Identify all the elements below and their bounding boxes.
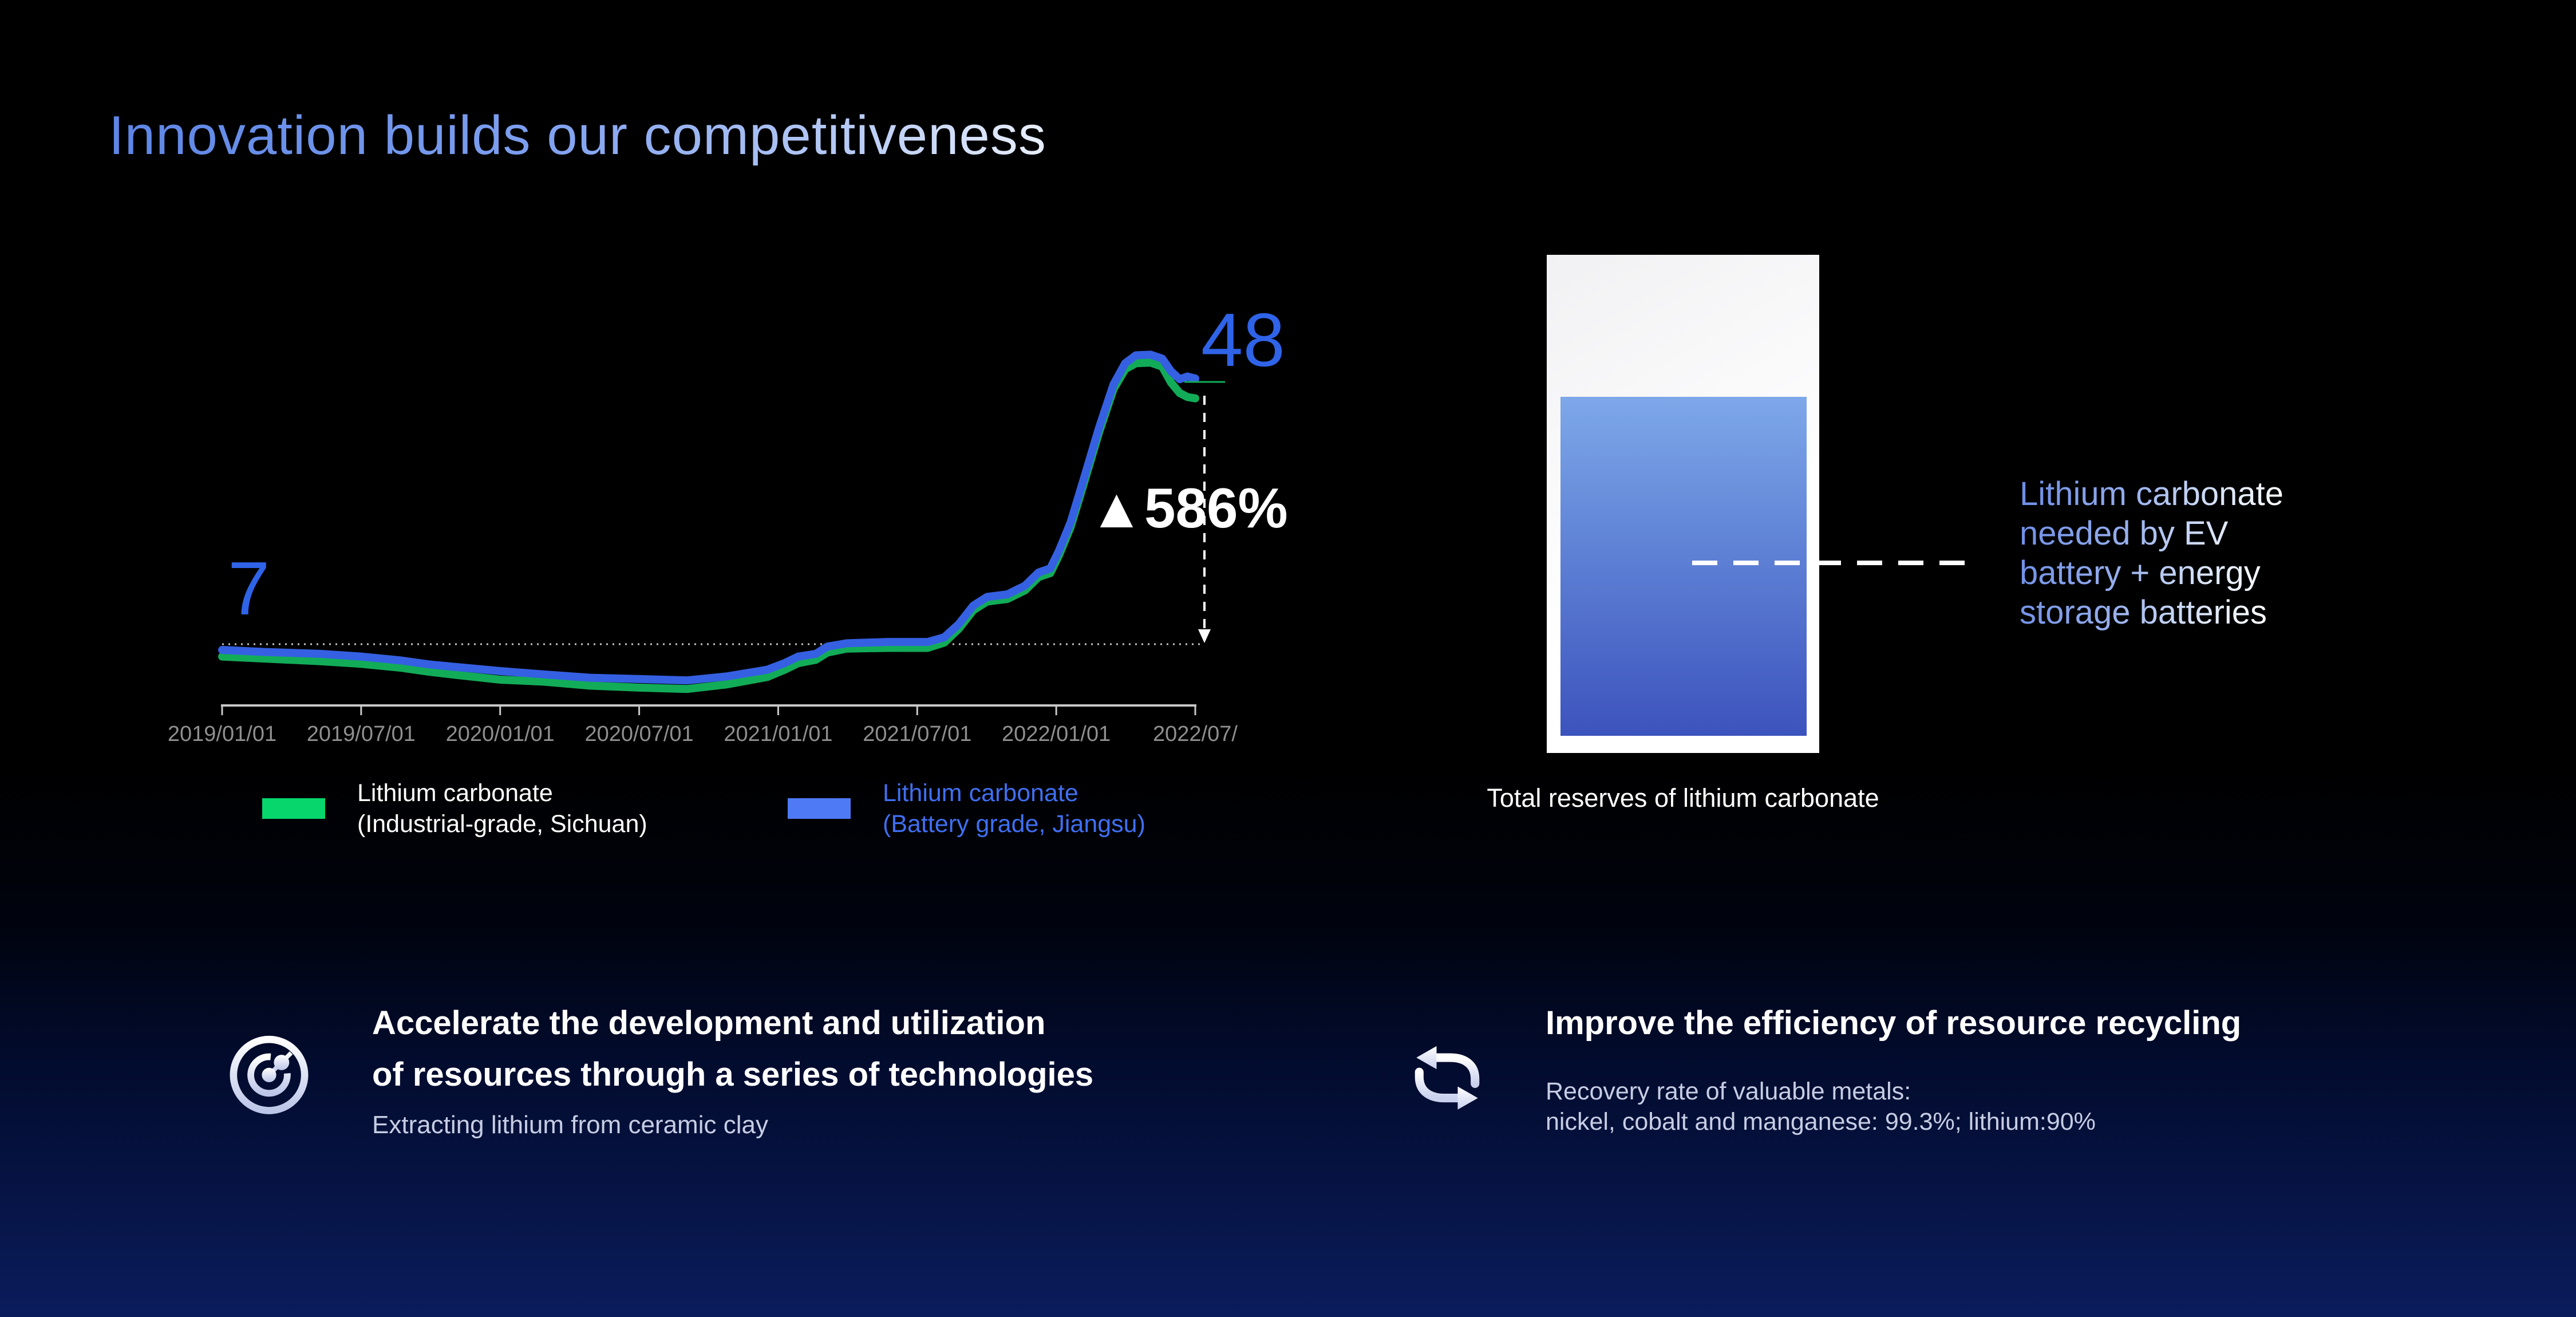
feature-subtext: Extracting lithium from ceramic clay xyxy=(372,1111,768,1139)
svg-text:2020/01/01: 2020/01/01 xyxy=(446,722,555,746)
svg-text:2022/07/: 2022/07/ xyxy=(1153,722,1238,746)
dashed-leader-line xyxy=(1692,561,1969,565)
svg-text:2021/07/01: 2021/07/01 xyxy=(863,722,971,746)
legend-swatch-blue xyxy=(788,798,851,819)
legend-label: Lithium carbonate (Battery grade, Jiangs… xyxy=(883,779,1145,838)
price-line-chart: 2019/01/01 2019/07/01 2020/01/01 2020/07/01… xyxy=(168,350,1238,746)
radar-target-icon xyxy=(227,1034,311,1117)
svg-text:2019/07/01: 2019/07/01 xyxy=(307,722,416,746)
page-title: Innovation builds our competitiveness xyxy=(109,105,1046,167)
reserves-caption: Total reserves of lithium carbonate xyxy=(1487,783,1879,813)
recycle-arrows-icon xyxy=(1415,1046,1480,1110)
reserves-note: Lithium carbonate needed by EV battery +… xyxy=(2020,475,2284,631)
svg-text:2020/07/01: 2020/07/01 xyxy=(584,722,693,746)
feature-heading: Accelerate the development and utilizati… xyxy=(372,1004,1094,1093)
legend-label: Lithium carbonate (Industrial-grade, Sic… xyxy=(357,779,647,838)
legend-item-battery-grade: Lithium carbonate (Battery grade, Jiangs… xyxy=(788,778,1145,839)
end-value-label: 48 xyxy=(1201,298,1285,382)
svg-text:2022/01/01: 2022/01/01 xyxy=(1002,722,1111,746)
legend-swatch-green xyxy=(262,798,325,819)
feature-subtext: Recovery rate of valuable metals: nickel… xyxy=(1546,1078,2096,1135)
feature-heading: Improve the efficiency of resource recyc… xyxy=(1546,1004,2242,1042)
legend-item-industrial-grade: Lithium carbonate (Industrial-grade, Sic… xyxy=(262,778,647,839)
svg-text:2021/01/01: 2021/01/01 xyxy=(724,722,832,746)
reserves-tank xyxy=(1547,255,1819,753)
svg-text:2019/01/01: 2019/01/01 xyxy=(168,722,276,746)
reserves-tank-fill xyxy=(1560,397,1807,736)
start-value-label: 7 xyxy=(228,546,270,630)
change-percent-label: ▲586% xyxy=(1089,476,1288,539)
